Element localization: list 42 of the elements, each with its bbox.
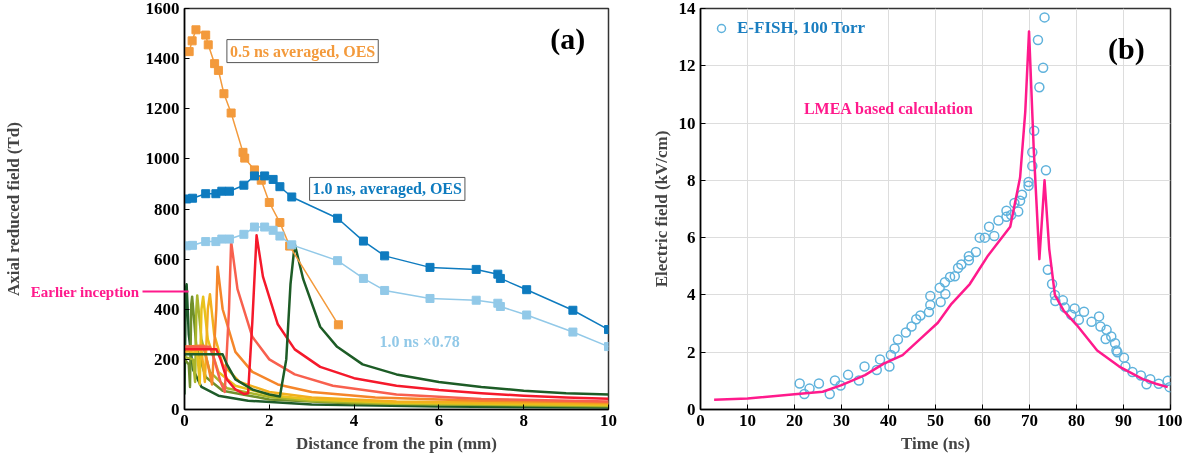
x-tick-label: 60 <box>974 410 991 430</box>
x-tick-label: 10 <box>739 410 756 430</box>
x-tick-label: 100 <box>1157 410 1183 430</box>
y-tick-label: 12 <box>678 56 696 76</box>
x-tick-label: 10 <box>600 410 617 430</box>
x-tick-label: 6 <box>434 410 444 430</box>
x-tick-label: 50 <box>927 410 944 430</box>
y-tick-label: 400 <box>154 299 180 319</box>
x-tick-label: 70 <box>1021 410 1038 430</box>
series-label: 0.5 ns averaged, OES <box>229 42 376 61</box>
y-tick-label: 14 <box>678 0 696 18</box>
x-tick-label: 90 <box>1115 410 1132 430</box>
y-tick-label: 600 <box>154 249 180 269</box>
y-tick-label: 4 <box>687 285 696 305</box>
annotation: (a) <box>550 22 586 57</box>
legend-label: E-FISH, 100 Torr <box>737 18 865 38</box>
series-label: 1.0 ns ×0.78 <box>379 333 460 351</box>
x-tick-label: 2 <box>265 410 274 430</box>
y-axis-title: Electric field (kV/cm) <box>651 130 671 288</box>
y-tick-label: 6 <box>687 228 696 248</box>
x-tick-label: 30 <box>833 410 850 430</box>
y-tick-label: 1200 <box>145 99 180 119</box>
x-tick-label: 8 <box>519 410 528 430</box>
x-tick-label: 4 <box>349 410 359 430</box>
x-tick-label: 80 <box>1068 410 1085 430</box>
annotation: Earlier inception <box>30 283 140 300</box>
x-axis-title: Time (ns) <box>900 433 971 453</box>
y-tick-label: 2 <box>687 342 696 362</box>
x-tick-label: 40 <box>880 410 897 430</box>
text: LMEA based calculation <box>803 100 973 118</box>
y-axis-title: Axial reduced field (Td) <box>3 122 23 296</box>
y-tick-label: 800 <box>154 199 180 219</box>
y-tick-label: 1000 <box>145 149 180 169</box>
x-axis-title: Distance from the pin (mm) <box>296 433 497 453</box>
x-tick-label: 20 <box>786 410 803 430</box>
y-tick-label: 10 <box>678 113 696 133</box>
annotation: (b) <box>1107 32 1145 67</box>
y-tick-label: 1600 <box>145 0 180 18</box>
series-label: 1.0 ns, averaged, OES <box>312 180 463 199</box>
y-tick-label: 200 <box>154 349 180 369</box>
y-tick-label: 1400 <box>145 49 180 69</box>
y-tick-label: 8 <box>687 170 696 190</box>
